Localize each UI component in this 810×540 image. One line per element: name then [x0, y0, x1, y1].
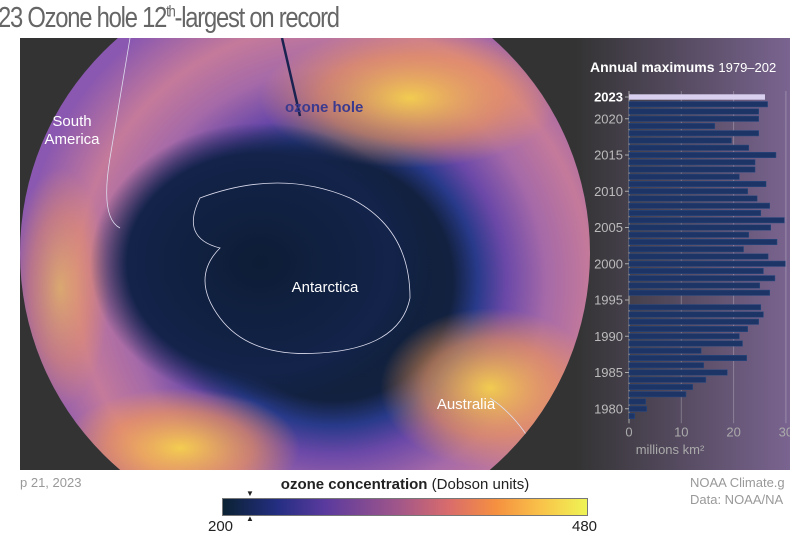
y-tick-label: 2020 — [594, 111, 623, 126]
bar-2004 — [628, 231, 750, 238]
bar-1996 — [628, 289, 770, 296]
bar-1979 — [628, 413, 636, 419]
bar-2022 — [628, 101, 768, 108]
bar-1985 — [628, 369, 728, 376]
credit-data: Data: NOAA/NA — [690, 492, 784, 507]
bar-chart: 0 10 20 30 2023 2020 2015 2010 2005 2000 1995 1990 1… — [594, 90, 790, 440]
bar-1994 — [628, 304, 762, 311]
south-america-label-2: America — [44, 131, 100, 148]
antarctica-label: Antarctica — [292, 279, 359, 296]
bar-1981 — [628, 398, 646, 405]
bar-2011 — [628, 181, 767, 187]
credit-site: NOAA Climate.g — [690, 475, 785, 490]
bar-1989 — [628, 340, 743, 347]
bar-2007 — [628, 210, 762, 216]
y-tick-label: 1980 — [594, 401, 623, 416]
chart-title: Annual maximums 1979–202 — [590, 59, 776, 75]
bar-1998 — [628, 275, 776, 282]
y-tick-label: 2010 — [594, 184, 623, 199]
bar-2019 — [628, 123, 716, 129]
bar-1987 — [628, 355, 747, 361]
y-tick-label: 2000 — [594, 256, 623, 271]
bar-2008 — [628, 202, 770, 209]
bar-2002 — [628, 246, 744, 253]
bar-2001 — [628, 253, 769, 260]
bar-2000 — [628, 260, 786, 267]
y-tick-label: 1990 — [594, 329, 623, 344]
y-tick-label: 2023 — [594, 90, 623, 105]
bar-2014 — [628, 159, 756, 166]
x-tick-label: 30 — [779, 424, 790, 439]
page-title: 023 Ozone hole 12th-largest on record — [0, 2, 340, 34]
bar-2018 — [628, 130, 759, 137]
y-tick-label: 2005 — [594, 220, 623, 235]
bar-2003 — [628, 239, 778, 245]
date-label: p 21, 2023 — [20, 475, 82, 490]
bar-1988 — [628, 347, 702, 354]
x-tick-label: 10 — [674, 424, 688, 439]
bar-2010 — [628, 188, 748, 195]
south-america-label: South — [52, 113, 91, 130]
bar-2023 — [629, 94, 765, 100]
bar-2020 — [628, 115, 759, 122]
australia-label: Australia — [437, 396, 496, 413]
bar-1983 — [628, 384, 694, 390]
bar-2021 — [628, 108, 759, 115]
bar-2016 — [628, 144, 750, 151]
x-tick-label: 20 — [726, 424, 740, 439]
bar-1992 — [628, 318, 759, 325]
bar-2012 — [628, 173, 740, 180]
bar-1999 — [628, 268, 764, 274]
bar-1993 — [628, 311, 764, 318]
x-axis-label: millions km² — [636, 442, 705, 457]
map-panel: ozone hole South America Antarctica Aust… — [20, 38, 790, 470]
colorbar — [222, 498, 588, 516]
bar-2005 — [628, 224, 771, 231]
bar-2009 — [628, 195, 758, 202]
colorbar-max: 480 — [572, 518, 598, 535]
bar-1980 — [628, 405, 648, 412]
bar-1982 — [628, 391, 687, 398]
bar-1990 — [628, 333, 740, 340]
y-tick-label: 1995 — [594, 293, 623, 308]
bar-1986 — [628, 362, 705, 369]
colorbar-min: 200 — [208, 518, 234, 535]
marker-up-icon: ▲ — [246, 514, 254, 523]
bar-1984 — [628, 376, 707, 383]
ozone-hole-label: ozone hole — [285, 99, 363, 116]
bar-2006 — [628, 217, 785, 224]
bar-1991 — [628, 326, 748, 332]
bar-2015 — [628, 152, 777, 158]
bar-1997 — [628, 282, 760, 289]
bar-2013 — [628, 166, 756, 173]
x-tick-label: 0 — [625, 424, 632, 439]
antarctica-outline — [192, 182, 411, 354]
credit: NOAA Climate.g Data: NOAA/NA — [690, 474, 810, 508]
ozone-map: ozone hole South America Antarctica Aust… — [20, 38, 790, 470]
colorbar-title: ozone concentration (Dobson units) — [280, 476, 530, 493]
y-tick-label: 2015 — [594, 148, 623, 163]
marker-down-icon: ▼ — [246, 489, 254, 498]
y-tick-label: 1985 — [594, 365, 623, 380]
bar-2017 — [628, 137, 732, 144]
